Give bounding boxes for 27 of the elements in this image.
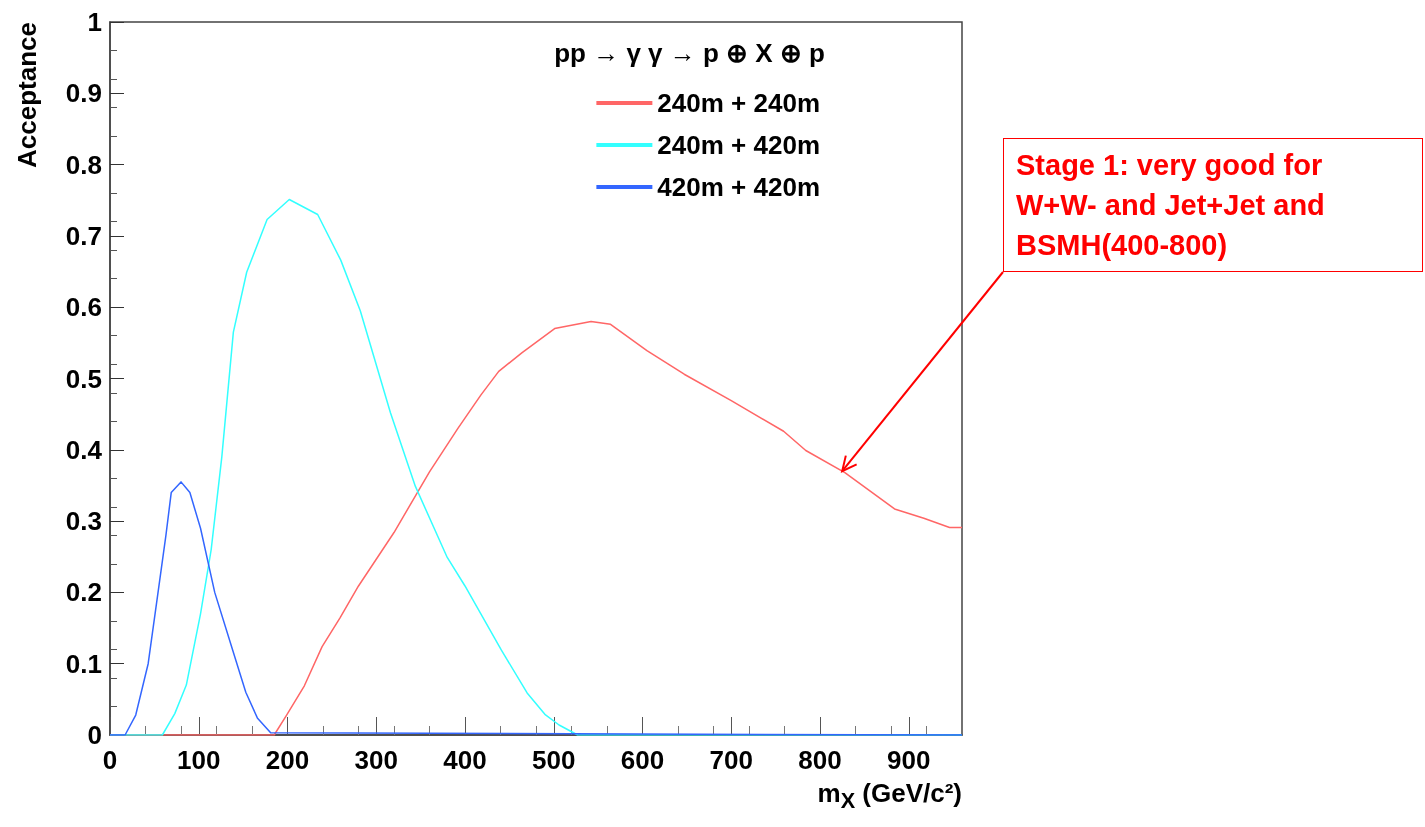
x-tick-label: 500 — [532, 745, 576, 775]
x-tick-label: 400 — [443, 745, 487, 775]
y-tick-label: 0.4 — [65, 434, 103, 465]
y-tick-label: 0.3 — [65, 506, 102, 537]
legend-title: pp → γ γ → p ⊕ X ⊕ p — [554, 38, 826, 68]
legend-label: 240m + 420m — [657, 130, 821, 160]
legend-label: 240m + 240m — [657, 88, 821, 118]
y-tick-label: 0 — [87, 720, 102, 750]
y-tick-label: 1 — [87, 7, 102, 37]
x-tick-label: 300 — [354, 745, 398, 775]
x-tick-label: 800 — [798, 745, 842, 775]
y-tick-label: 0.1 — [65, 648, 102, 679]
legend-label: 420m + 420m — [657, 172, 821, 202]
x-tick-label: 600 — [620, 745, 665, 775]
y-tick-label: 0.6 — [65, 292, 102, 323]
x-tick-label: 900 — [887, 745, 931, 775]
y-tick-label: 0.9 — [65, 78, 102, 109]
x-tick-label: 200 — [265, 745, 310, 775]
y-tick-label: 0.5 — [65, 363, 102, 394]
annotation: Stage 1: very good for W+W- and Jet+Jet and BSMH(400-800) — [1003, 138, 1423, 272]
y-tick-label: 0.7 — [65, 220, 102, 251]
x-tick-label: 100 — [177, 745, 221, 775]
x-tick-label: 700 — [709, 745, 753, 775]
y-tick-label: 0.8 — [65, 149, 102, 180]
y-tick-label: 0.2 — [65, 577, 102, 608]
x-axis-title: m$_{X}$ (GeV/c²) — [817, 778, 962, 815]
y-axis-title: Acceptance — [12, 22, 42, 168]
